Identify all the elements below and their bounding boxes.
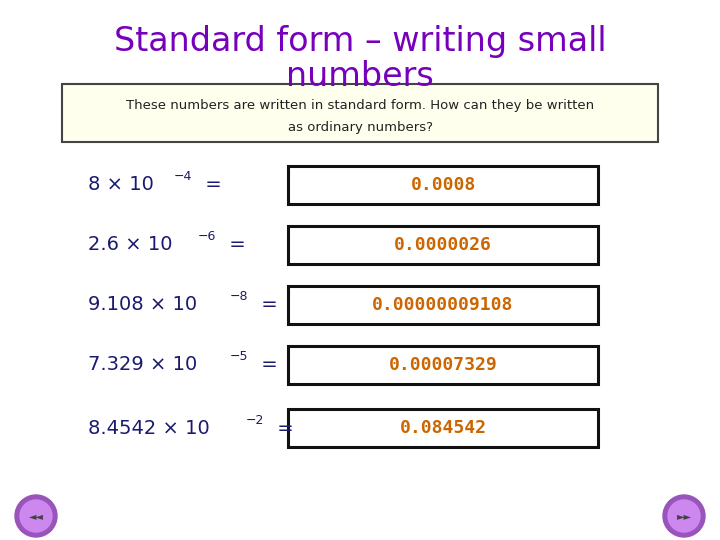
FancyBboxPatch shape bbox=[288, 346, 598, 384]
Text: 0.0008: 0.0008 bbox=[410, 176, 476, 194]
Text: 0.084542: 0.084542 bbox=[400, 419, 487, 437]
Text: Standard form – writing small: Standard form – writing small bbox=[114, 25, 606, 58]
Text: 9.108 × 10: 9.108 × 10 bbox=[88, 295, 197, 314]
Text: =: = bbox=[255, 355, 278, 375]
Text: 7.329 × 10: 7.329 × 10 bbox=[88, 355, 197, 375]
Text: −6: −6 bbox=[198, 231, 217, 244]
Text: numbers: numbers bbox=[286, 59, 434, 92]
Text: ►►: ►► bbox=[677, 511, 691, 521]
Circle shape bbox=[15, 495, 57, 537]
Text: =: = bbox=[199, 176, 222, 194]
FancyBboxPatch shape bbox=[288, 226, 598, 264]
FancyBboxPatch shape bbox=[288, 409, 598, 447]
Text: 8 × 10: 8 × 10 bbox=[88, 176, 154, 194]
Circle shape bbox=[663, 495, 705, 537]
Text: 0.00007329: 0.00007329 bbox=[389, 356, 498, 374]
Text: 0.00000009108: 0.00000009108 bbox=[372, 296, 513, 314]
Text: 2.6 × 10: 2.6 × 10 bbox=[88, 235, 173, 254]
FancyBboxPatch shape bbox=[288, 166, 598, 204]
Text: =: = bbox=[222, 235, 246, 254]
Text: These numbers are written in standard form. How can they be written: These numbers are written in standard fo… bbox=[126, 99, 594, 112]
Text: 8.4542 × 10: 8.4542 × 10 bbox=[88, 418, 210, 437]
Text: ◄◄: ◄◄ bbox=[29, 511, 43, 521]
Text: =: = bbox=[255, 295, 277, 314]
Text: 0.0000026: 0.0000026 bbox=[394, 236, 492, 254]
Circle shape bbox=[668, 500, 700, 532]
Text: =: = bbox=[271, 418, 294, 437]
Text: −5: −5 bbox=[230, 350, 248, 363]
FancyBboxPatch shape bbox=[62, 84, 658, 142]
Circle shape bbox=[20, 500, 52, 532]
Text: −2: −2 bbox=[246, 414, 264, 427]
Text: −8: −8 bbox=[230, 291, 248, 303]
FancyBboxPatch shape bbox=[288, 286, 598, 324]
Text: −4: −4 bbox=[174, 171, 192, 184]
Text: as ordinary numbers?: as ordinary numbers? bbox=[287, 120, 433, 133]
